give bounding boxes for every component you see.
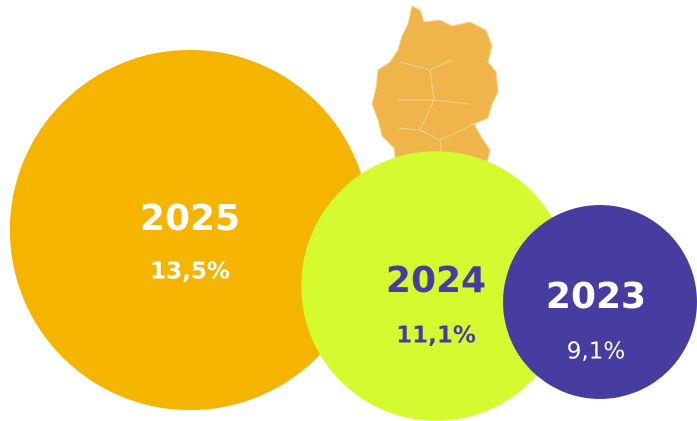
bubble (9, 49, 371, 411)
bubble-year: 2023 (546, 276, 646, 317)
bubble-value: 9,1% (567, 339, 625, 365)
bubble-year: 2024 (386, 260, 486, 301)
bubble-value: 13,5% (150, 259, 230, 285)
bubble (503, 205, 697, 399)
bubble-value: 11,1% (396, 323, 476, 349)
bubble (301, 151, 571, 421)
bubble-year: 2025 (140, 198, 240, 239)
